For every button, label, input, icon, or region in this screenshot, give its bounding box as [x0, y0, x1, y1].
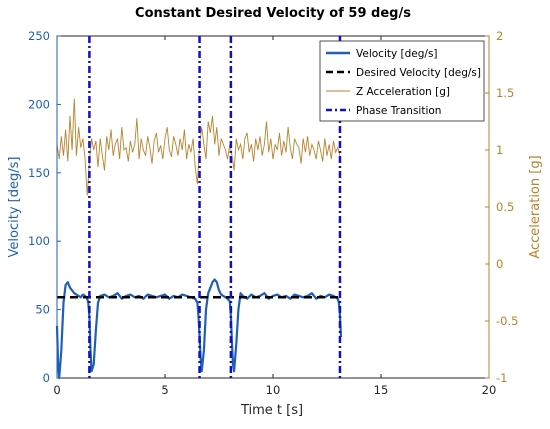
- right-y-tick-label: 0.5: [496, 200, 514, 214]
- x-axis-ticks: 0 5 10 15 20: [53, 36, 496, 397]
- x-tick-label: 10: [266, 383, 281, 397]
- chart-title: Constant Desired Velocity of 59 deg/s: [135, 6, 411, 21]
- legend-label-velocity: Velocity [deg/s]: [356, 48, 438, 60]
- x-tick-label: 20: [482, 383, 497, 397]
- left-y-tick-label: 200: [28, 97, 50, 111]
- legend-box: [319, 40, 485, 122]
- right-y-tick-label: 1.5: [496, 86, 514, 100]
- right-y-axis-label: Acceleration [g]: [528, 155, 543, 258]
- left-y-tick-label: 250: [28, 29, 50, 43]
- left-y-axis-label: Velocity [deg/s]: [7, 157, 22, 258]
- legend-label-desired: Desired Velocity [deg/s]: [356, 67, 481, 79]
- acceleration-line: [56, 98, 341, 196]
- x-tick-label: 0: [53, 383, 60, 397]
- x-axis-label: Time t [s]: [240, 403, 303, 418]
- right-y-tick-label: -1: [496, 371, 507, 385]
- x-tick-label: 5: [161, 383, 168, 397]
- left-y-tick-label: 150: [28, 166, 50, 180]
- right-y-axis-ticks: -1 -0.5 0 0.5 1 1.5 2: [485, 29, 518, 385]
- left-y-tick-label: 50: [35, 303, 50, 317]
- acceleration-series: [56, 98, 341, 196]
- x-tick-label: 15: [374, 383, 389, 397]
- right-y-tick-label: 1: [496, 143, 503, 157]
- left-y-tick-label: 100: [28, 234, 50, 248]
- legend-label-phase: Phase Transition: [356, 105, 441, 117]
- legend-label-accel: Z Acceleration [g]: [356, 86, 450, 98]
- right-y-tick-label: 2: [496, 29, 503, 43]
- left-y-tick-label: 0: [43, 371, 50, 385]
- right-y-tick-label: 0: [496, 257, 503, 271]
- right-y-tick-label: -0.5: [496, 314, 518, 328]
- legend: Velocity [deg/s] Desired Velocity [deg/s…: [319, 40, 485, 122]
- left-y-axis-ticks: 0 50 100 150 200 250: [28, 29, 61, 385]
